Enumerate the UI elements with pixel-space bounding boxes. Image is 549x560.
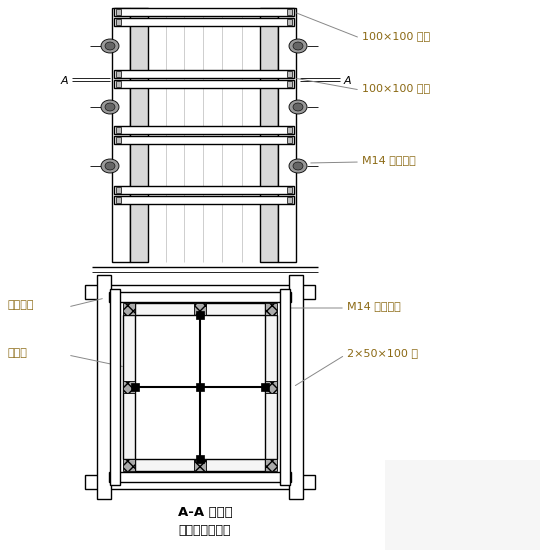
Ellipse shape <box>293 103 303 111</box>
Bar <box>131 383 139 391</box>
Bar <box>196 383 204 391</box>
Bar <box>287 187 292 193</box>
Text: M14 对拉螺栓: M14 对拉螺栓 <box>362 155 416 165</box>
Ellipse shape <box>293 42 303 50</box>
Bar <box>116 81 121 87</box>
Bar <box>114 18 294 26</box>
Bar <box>114 196 294 204</box>
Bar <box>85 285 315 299</box>
Bar <box>114 8 294 16</box>
Bar <box>114 126 294 134</box>
Bar <box>287 9 292 15</box>
Bar <box>114 80 294 88</box>
Text: A-A 剖面图: A-A 剖面图 <box>178 506 232 519</box>
Text: 胶合板: 胶合板 <box>8 348 28 358</box>
Ellipse shape <box>289 39 307 53</box>
Bar <box>130 8 148 262</box>
Ellipse shape <box>101 39 119 53</box>
Bar <box>114 136 294 144</box>
Bar <box>289 275 303 499</box>
Ellipse shape <box>293 162 303 170</box>
Bar <box>287 71 292 77</box>
Bar <box>287 197 292 203</box>
Bar <box>135 459 265 471</box>
Bar <box>116 71 121 77</box>
Text: 限位螺栓: 限位螺栓 <box>8 300 35 310</box>
Text: 2×50×100 方: 2×50×100 方 <box>347 348 418 358</box>
Text: M14 对拉螺栓: M14 对拉螺栓 <box>347 301 401 311</box>
Bar <box>196 311 204 319</box>
Bar <box>123 459 135 471</box>
Ellipse shape <box>101 100 119 114</box>
Bar <box>116 137 121 143</box>
Bar <box>261 383 269 391</box>
Ellipse shape <box>101 159 119 173</box>
Bar <box>287 19 292 25</box>
Bar <box>196 455 204 463</box>
Bar <box>278 8 296 262</box>
Bar <box>116 197 121 203</box>
Bar <box>265 315 277 459</box>
Bar <box>112 8 130 262</box>
Bar <box>109 292 291 302</box>
Bar <box>265 381 277 393</box>
Text: 100×100 万木: 100×100 万木 <box>362 31 430 41</box>
Bar <box>114 70 294 78</box>
Bar <box>123 315 135 459</box>
Bar <box>194 459 206 471</box>
Bar <box>287 137 292 143</box>
Bar <box>385 460 540 550</box>
Ellipse shape <box>105 162 115 170</box>
Bar <box>116 19 121 25</box>
Bar <box>287 127 292 133</box>
Bar <box>116 127 121 133</box>
Bar <box>114 186 294 194</box>
Bar <box>265 303 277 315</box>
Bar <box>116 187 121 193</box>
Bar <box>280 289 290 485</box>
Bar <box>97 275 111 499</box>
Bar <box>109 472 291 482</box>
Ellipse shape <box>105 103 115 111</box>
Bar <box>265 459 277 471</box>
Bar <box>260 8 278 262</box>
Bar <box>116 9 121 15</box>
Bar <box>194 303 206 315</box>
Bar <box>123 381 135 393</box>
Text: 100×100 万木: 100×100 万木 <box>362 83 430 93</box>
Text: A: A <box>344 76 351 86</box>
Bar <box>123 303 135 315</box>
Ellipse shape <box>105 42 115 50</box>
Text: A: A <box>60 76 68 86</box>
Bar <box>287 81 292 87</box>
Bar <box>135 303 265 315</box>
Bar <box>85 475 315 489</box>
Ellipse shape <box>289 159 307 173</box>
Bar <box>110 289 120 485</box>
Text: 柱模安装示意图: 柱模安装示意图 <box>179 524 231 536</box>
Ellipse shape <box>289 100 307 114</box>
